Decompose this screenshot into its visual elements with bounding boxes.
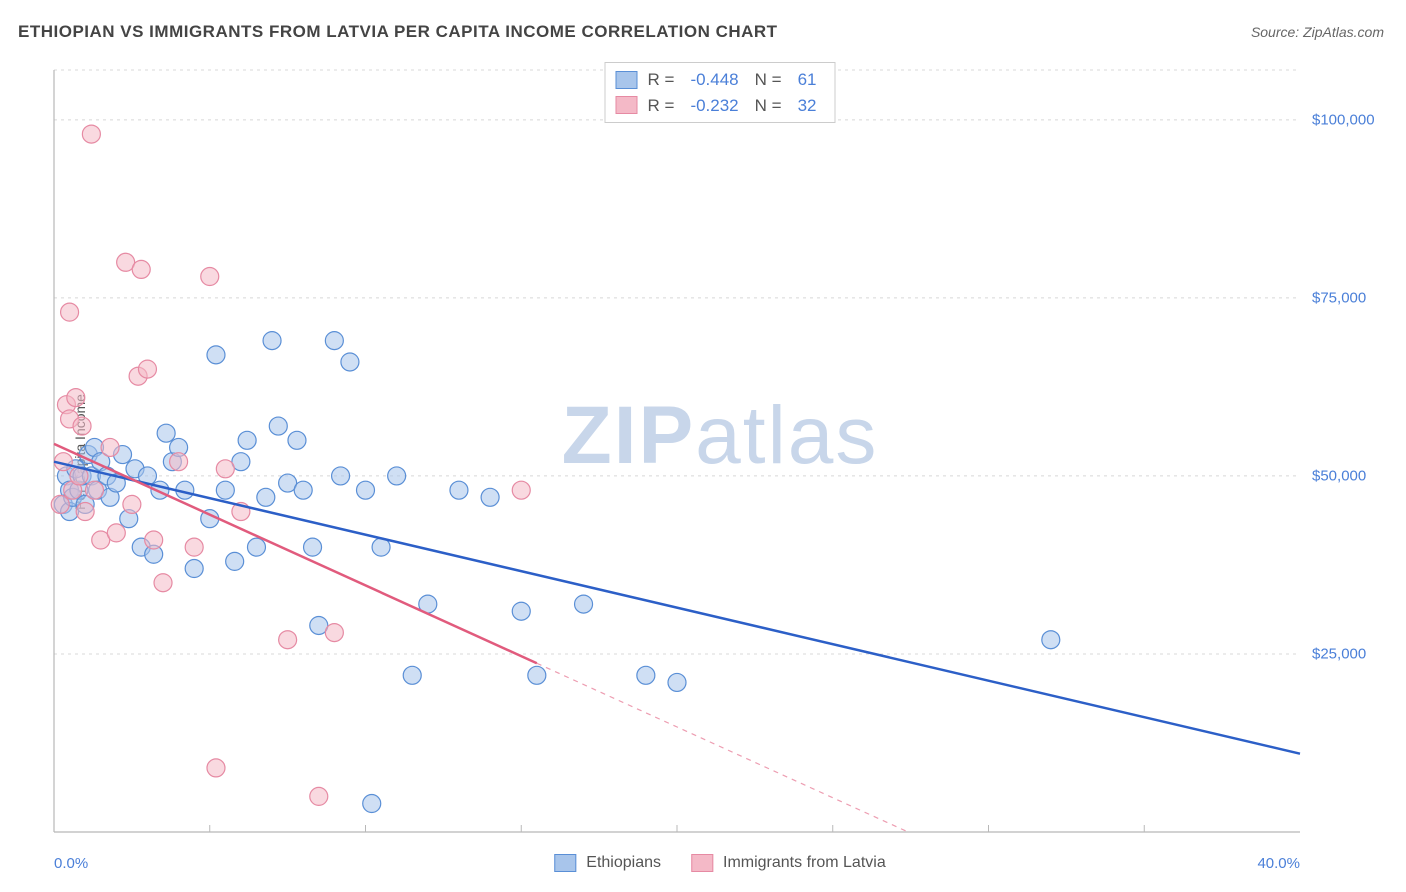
source-attribution: Source: ZipAtlas.com bbox=[1251, 24, 1384, 40]
n-label: N = bbox=[755, 67, 782, 93]
plot-area: Per Capita Income ZIPatlas R = -0.448 N … bbox=[50, 62, 1390, 842]
legend: Ethiopians Immigrants from Latvia bbox=[554, 854, 885, 872]
legend-item-1: Ethiopians bbox=[554, 854, 661, 872]
legend-swatch-1 bbox=[554, 854, 576, 872]
r-label: R = bbox=[648, 93, 675, 119]
n-label: N = bbox=[755, 93, 782, 119]
r-value-2: -0.232 bbox=[690, 93, 738, 119]
r-value-1: -0.448 bbox=[690, 67, 738, 93]
y-tick-label: $50,000 bbox=[1312, 467, 1366, 484]
chart-title: ETHIOPIAN VS IMMIGRANTS FROM LATVIA PER … bbox=[18, 22, 778, 42]
legend-swatch-2 bbox=[691, 854, 713, 872]
y-tick-label: $25,000 bbox=[1312, 645, 1366, 662]
n-value-2: 32 bbox=[798, 93, 817, 119]
y-tick-label: $75,000 bbox=[1312, 289, 1366, 306]
r-label: R = bbox=[648, 67, 675, 93]
n-value-1: 61 bbox=[798, 67, 817, 93]
legend-label-2: Immigrants from Latvia bbox=[723, 854, 886, 872]
swatch-series-2 bbox=[616, 96, 638, 114]
swatch-series-1 bbox=[616, 71, 638, 89]
x-tick-label: 0.0% bbox=[54, 855, 88, 872]
stats-row-1: R = -0.448 N = 61 bbox=[616, 67, 825, 93]
stats-box: R = -0.448 N = 61 R = -0.232 N = 32 bbox=[605, 62, 836, 123]
legend-label-1: Ethiopians bbox=[586, 854, 661, 872]
scatter-chart bbox=[50, 62, 1390, 842]
x-tick-label: 40.0% bbox=[1257, 855, 1300, 872]
y-tick-label: $100,000 bbox=[1312, 111, 1375, 128]
stats-row-2: R = -0.232 N = 32 bbox=[616, 93, 825, 119]
legend-item-2: Immigrants from Latvia bbox=[691, 854, 886, 872]
